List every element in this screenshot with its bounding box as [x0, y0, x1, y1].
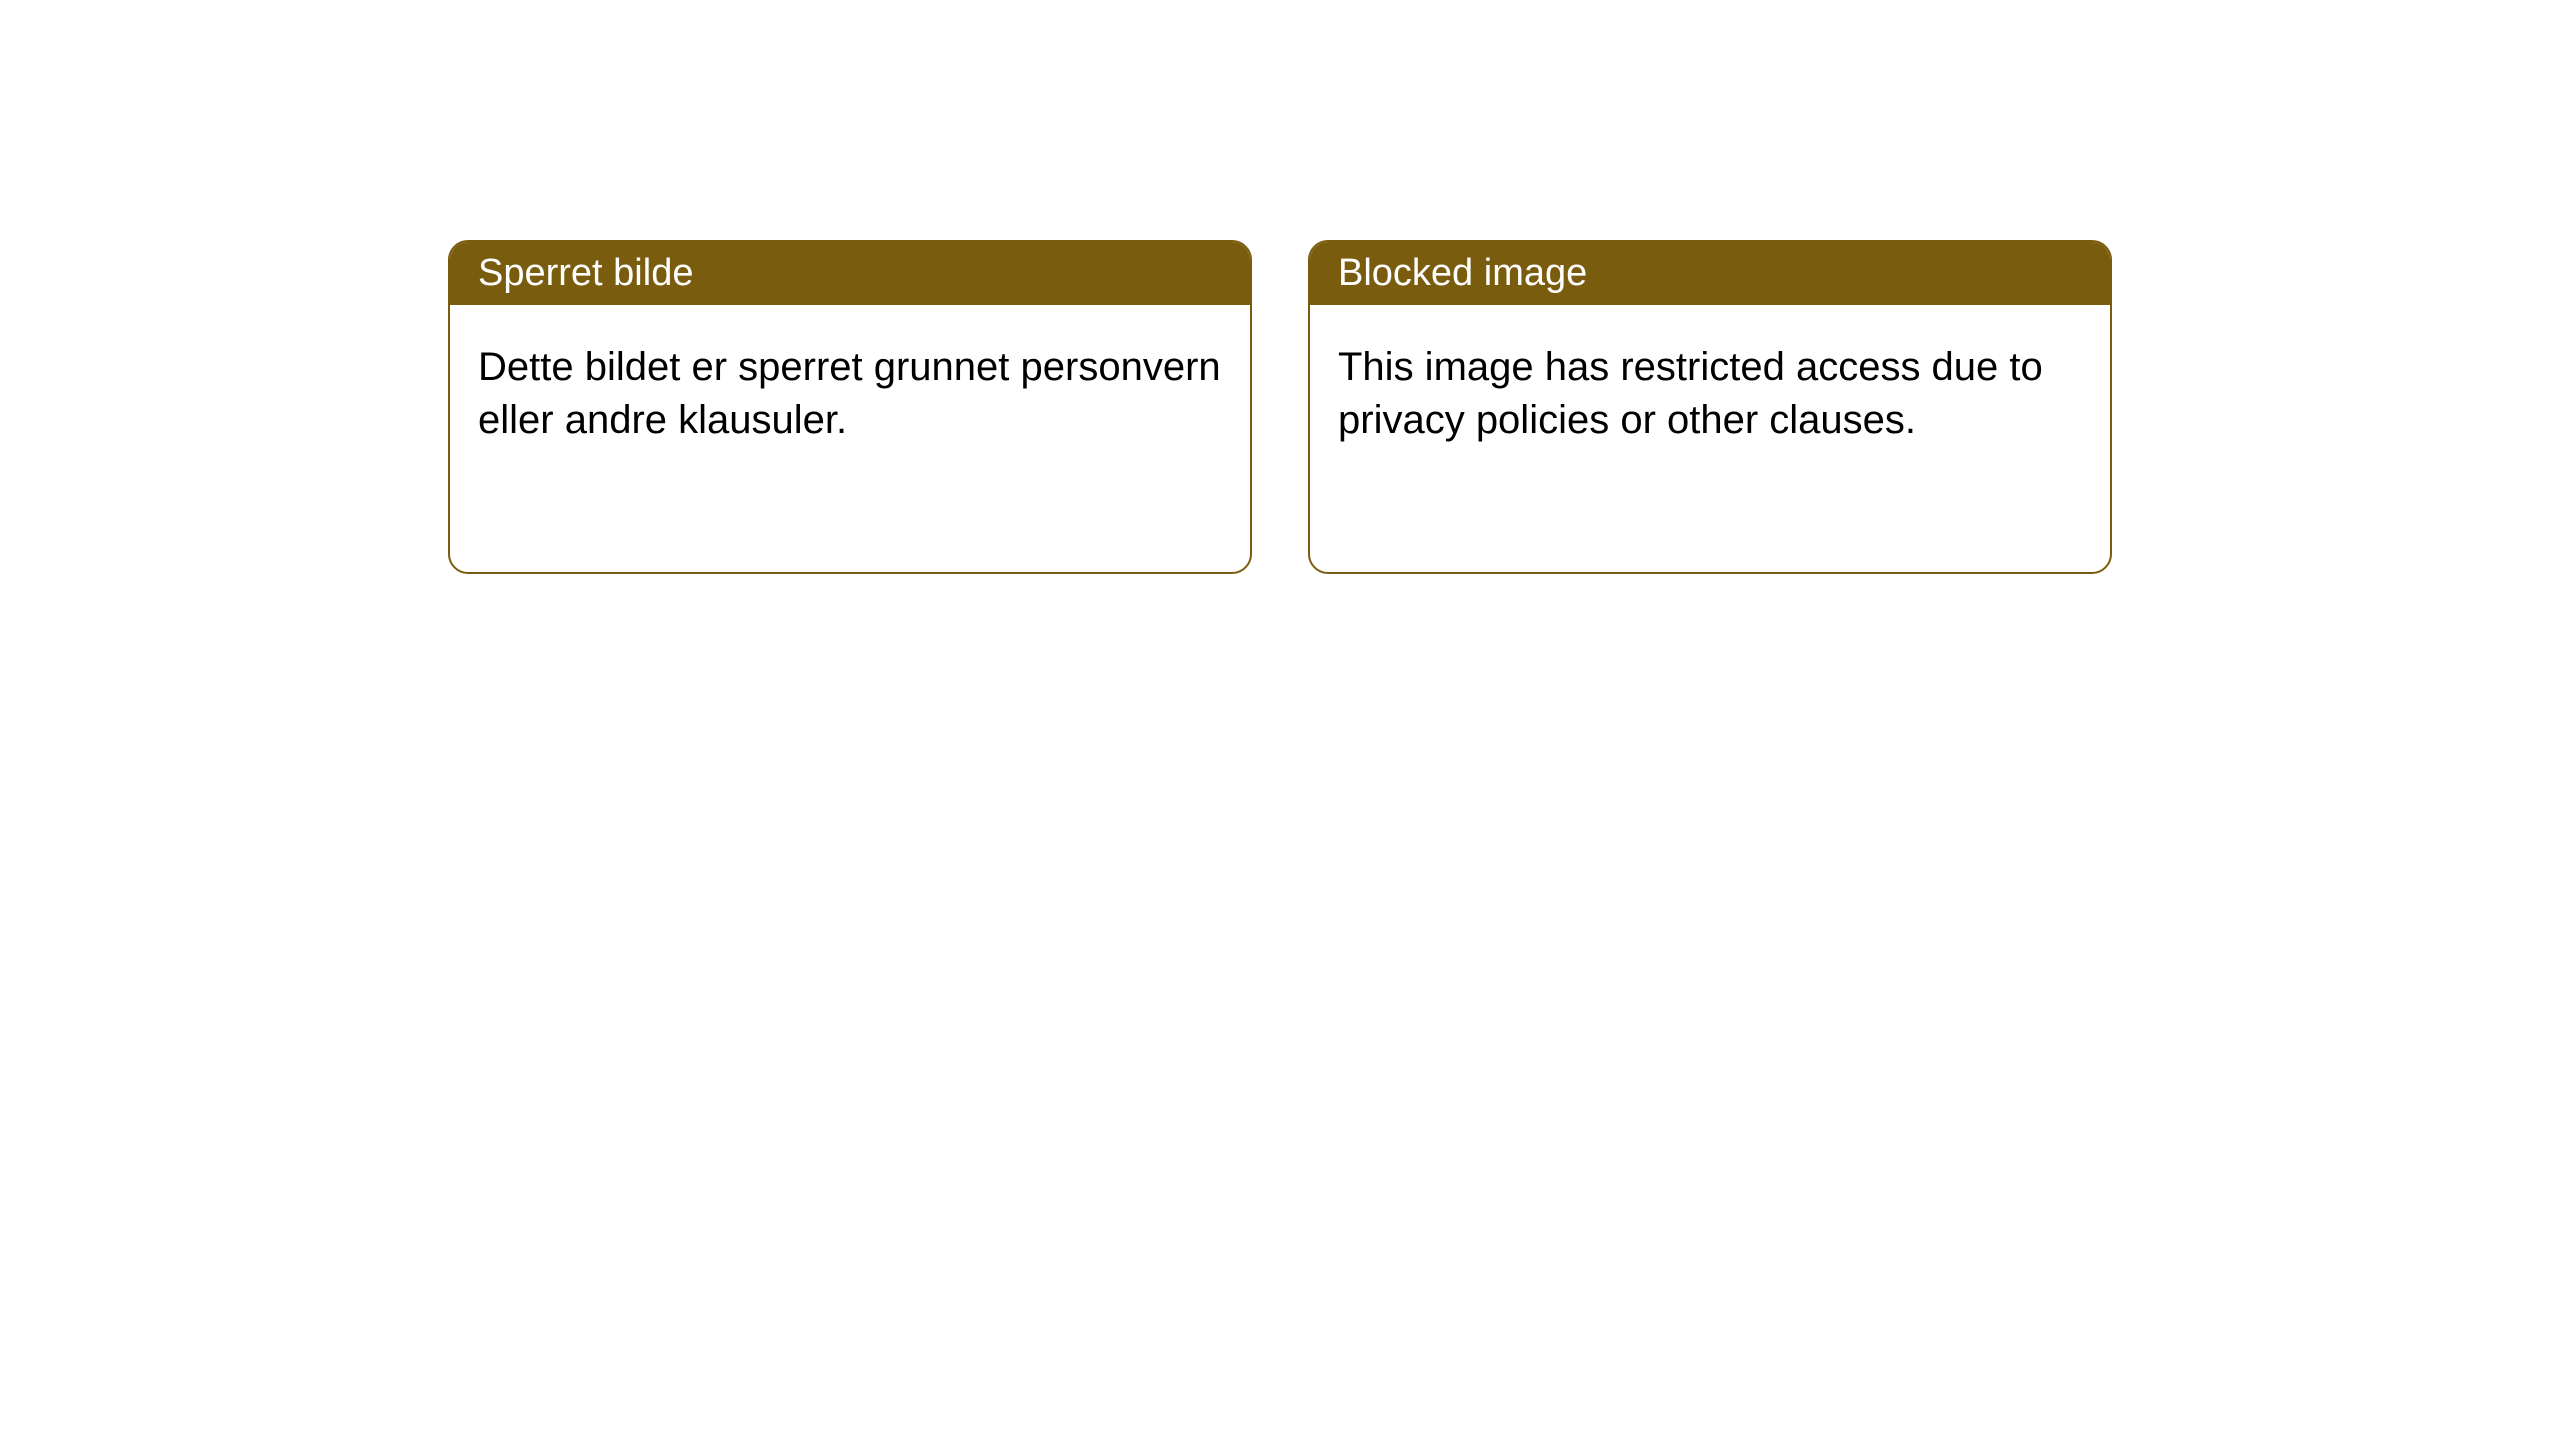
- notice-container: Sperret bilde Dette bildet er sperret gr…: [0, 0, 2560, 574]
- card-header: Sperret bilde: [450, 242, 1250, 305]
- card-title: Sperret bilde: [478, 252, 693, 294]
- card-title: Blocked image: [1338, 252, 1587, 294]
- card-body: This image has restricted access due to …: [1310, 305, 2110, 483]
- blocked-image-card-en: Blocked image This image has restricted …: [1308, 240, 2112, 574]
- blocked-image-card-no: Sperret bilde Dette bildet er sperret gr…: [448, 240, 1252, 574]
- card-body-text: Dette bildet er sperret grunnet personve…: [478, 345, 1221, 442]
- card-body-text: This image has restricted access due to …: [1338, 345, 2043, 442]
- card-header: Blocked image: [1310, 242, 2110, 305]
- card-body: Dette bildet er sperret grunnet personve…: [450, 305, 1250, 483]
